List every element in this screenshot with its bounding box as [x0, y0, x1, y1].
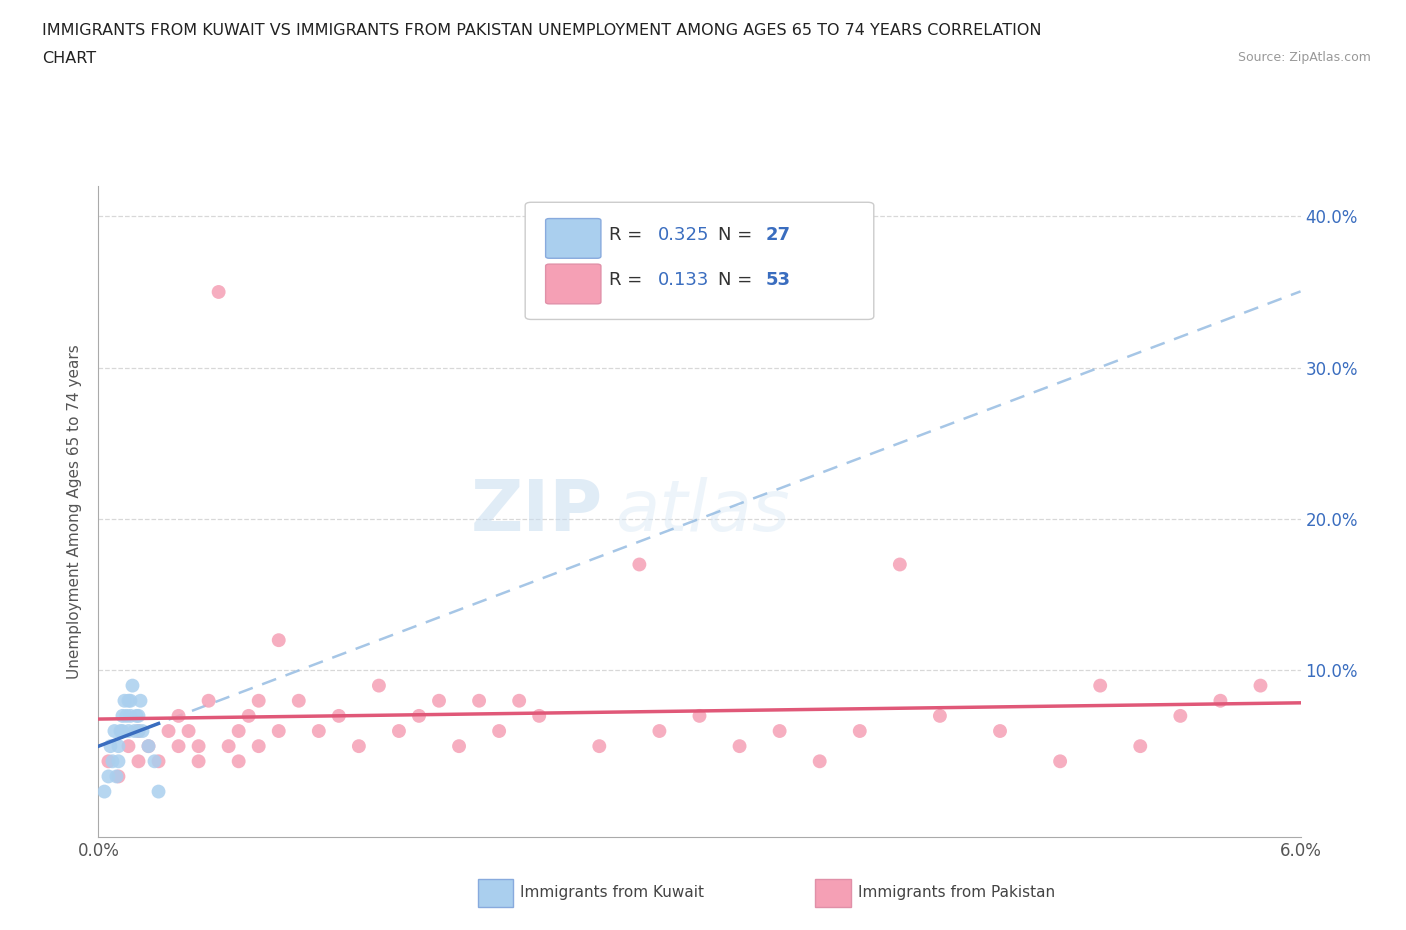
- Text: 53: 53: [766, 272, 790, 289]
- Point: [447, 738, 470, 753]
- Point: [100, 738, 122, 753]
- Point: [97, 769, 120, 784]
- Point: [148, 784, 170, 799]
- Point: [308, 724, 330, 738]
- Text: N =: N =: [717, 226, 758, 244]
- Point: [408, 709, 430, 724]
- Text: IMMIGRANTS FROM KUWAIT VS IMMIGRANTS FROM PAKISTAN UNEMPLOYMENT AMONG AGES 65 TO: IMMIGRANTS FROM KUWAIT VS IMMIGRANTS FRO…: [42, 23, 1042, 38]
- Point: [247, 693, 270, 708]
- Point: [128, 724, 150, 738]
- Point: [143, 754, 166, 769]
- Point: [125, 709, 148, 724]
- Text: 27: 27: [766, 226, 790, 244]
- Y-axis label: Unemployment Among Ages 65 to 74 years: Unemployment Among Ages 65 to 74 years: [67, 344, 83, 679]
- Point: [208, 285, 231, 299]
- Point: [849, 724, 872, 738]
- Point: [267, 632, 290, 647]
- Point: [120, 709, 142, 724]
- Point: [129, 693, 152, 708]
- Point: [267, 724, 290, 738]
- Text: atlas: atlas: [616, 477, 790, 546]
- Point: [157, 724, 180, 738]
- Point: [117, 724, 139, 738]
- Text: R =: R =: [609, 272, 648, 289]
- Point: [588, 738, 610, 753]
- Point: [138, 738, 160, 753]
- Point: [103, 724, 125, 738]
- Point: [728, 738, 751, 753]
- Point: [93, 784, 115, 799]
- Text: Source: ZipAtlas.com: Source: ZipAtlas.com: [1237, 51, 1371, 64]
- Point: [107, 769, 129, 784]
- FancyBboxPatch shape: [526, 203, 873, 320]
- Point: [218, 738, 240, 753]
- Point: [247, 738, 270, 753]
- Point: [148, 754, 170, 769]
- Point: [288, 693, 311, 708]
- Point: [427, 693, 450, 708]
- Text: CHART: CHART: [42, 51, 96, 66]
- Point: [1170, 709, 1192, 724]
- Point: [114, 693, 136, 708]
- Point: [115, 709, 138, 724]
- Point: [107, 738, 129, 753]
- Point: [238, 709, 260, 724]
- Point: [468, 693, 491, 708]
- Point: [1049, 754, 1071, 769]
- Point: [1129, 738, 1152, 753]
- Point: [124, 724, 146, 738]
- Point: [128, 709, 150, 724]
- Text: 0.133: 0.133: [658, 272, 709, 289]
- Point: [107, 754, 129, 769]
- Point: [648, 724, 671, 738]
- Text: N =: N =: [717, 272, 758, 289]
- Point: [117, 693, 139, 708]
- Point: [128, 754, 150, 769]
- Point: [488, 724, 510, 738]
- FancyBboxPatch shape: [546, 219, 600, 259]
- Point: [889, 557, 911, 572]
- Point: [111, 724, 134, 738]
- Point: [1090, 678, 1112, 693]
- Point: [111, 709, 134, 724]
- Point: [529, 709, 551, 724]
- Text: 0.325: 0.325: [658, 226, 709, 244]
- Point: [388, 724, 411, 738]
- Point: [187, 754, 209, 769]
- Text: ZIP: ZIP: [471, 477, 603, 546]
- Point: [120, 693, 142, 708]
- Point: [769, 724, 792, 738]
- Point: [988, 724, 1011, 738]
- Point: [347, 738, 370, 753]
- Point: [1209, 693, 1232, 708]
- Point: [138, 738, 160, 753]
- Text: Immigrants from Kuwait: Immigrants from Kuwait: [520, 885, 704, 900]
- Point: [689, 709, 711, 724]
- Point: [808, 754, 831, 769]
- Point: [197, 693, 219, 708]
- Point: [177, 724, 200, 738]
- Point: [101, 754, 124, 769]
- Text: R =: R =: [609, 226, 648, 244]
- Point: [110, 724, 132, 738]
- Point: [121, 678, 143, 693]
- Point: [508, 693, 530, 708]
- Point: [167, 738, 190, 753]
- Point: [105, 769, 128, 784]
- Point: [117, 738, 139, 753]
- Point: [97, 754, 120, 769]
- Text: Immigrants from Pakistan: Immigrants from Pakistan: [858, 885, 1054, 900]
- Point: [929, 709, 952, 724]
- Point: [167, 709, 190, 724]
- FancyBboxPatch shape: [546, 264, 600, 304]
- Point: [1250, 678, 1272, 693]
- Point: [228, 754, 250, 769]
- Point: [328, 709, 350, 724]
- Point: [368, 678, 391, 693]
- Point: [628, 557, 651, 572]
- Point: [228, 724, 250, 738]
- Point: [128, 724, 150, 738]
- Point: [187, 738, 209, 753]
- Point: [131, 724, 153, 738]
